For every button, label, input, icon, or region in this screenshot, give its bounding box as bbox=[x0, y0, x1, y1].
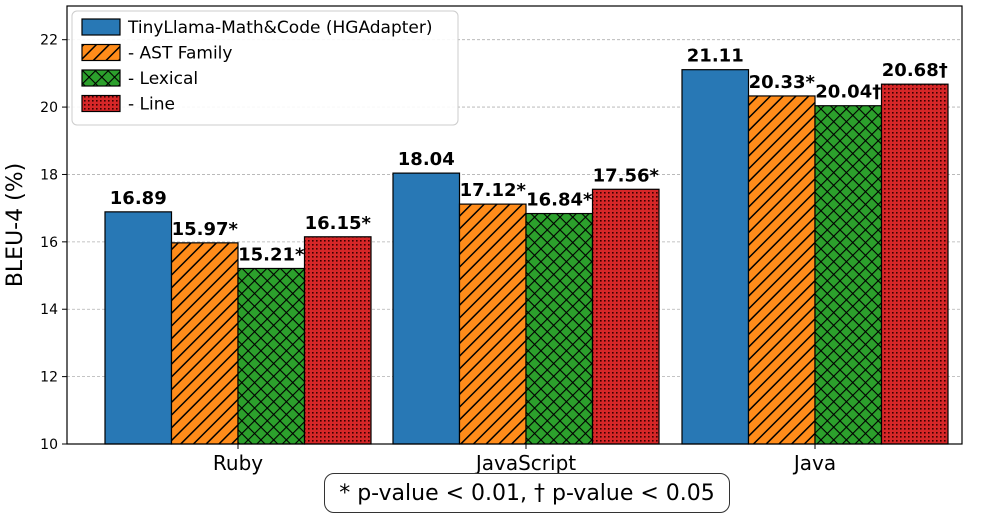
bar-value-label: 15.97* bbox=[172, 219, 239, 240]
x-tick-label: Java bbox=[792, 451, 836, 475]
x-tick-label: JavaScript bbox=[474, 451, 576, 475]
x-axis: Ruby JavaScript Java bbox=[213, 444, 836, 475]
bar-javascript-0 bbox=[392, 172, 461, 445]
bar-value-label: 20.33* bbox=[749, 72, 816, 93]
bar-value-label: 17.56* bbox=[593, 165, 660, 186]
bar-value-label: 15.21* bbox=[238, 244, 305, 265]
legend-swatch bbox=[81, 43, 121, 62]
y-tick-label: 12 bbox=[40, 370, 58, 386]
bar-javascript-3 bbox=[591, 188, 660, 445]
bar-javascript-2 bbox=[525, 212, 594, 445]
bar-value-label: 21.11 bbox=[687, 46, 744, 67]
legend-swatch bbox=[81, 18, 121, 36]
bars bbox=[104, 69, 949, 445]
bar-value-label: 18.04 bbox=[398, 149, 455, 170]
y-axis-label: BLEU-4 (%) bbox=[3, 163, 28, 287]
bar-value-label: 16.15* bbox=[305, 213, 372, 234]
bar-ruby-3 bbox=[303, 236, 372, 445]
legend-entry-label: - Line bbox=[128, 95, 175, 115]
legend: TinyLlama-Math&Code (HGAdapter) - AST Fam… bbox=[71, 10, 459, 126]
y-tick-label: 22 bbox=[40, 33, 58, 49]
bar-java-2 bbox=[814, 105, 883, 445]
bar-value-label: 16.84* bbox=[526, 190, 593, 211]
y-tick-label: 10 bbox=[40, 437, 58, 453]
bar-java-3 bbox=[880, 83, 949, 445]
bar-java-0 bbox=[681, 69, 750, 445]
legend-swatch bbox=[81, 69, 121, 87]
footnote-text: * p-value < 0.01, † p-value < 0.05 bbox=[339, 480, 715, 506]
legend-entry-label: TinyLlama-Math&Code (HGAdapter) bbox=[127, 18, 433, 38]
bar-value-label: 17.12* bbox=[460, 180, 527, 201]
bar-value-label: 20.68† bbox=[882, 60, 948, 81]
x-tick-label: Ruby bbox=[213, 451, 263, 475]
bar-value-label: 20.04† bbox=[815, 82, 881, 103]
y-axis: 10 12 14 16 18 20 22 bbox=[40, 33, 67, 453]
bar-ruby-2 bbox=[237, 267, 306, 445]
y-tick-label: 16 bbox=[40, 235, 58, 251]
legend-frame bbox=[71, 10, 459, 126]
bar-ruby-0 bbox=[104, 211, 173, 445]
legend-entry-label: - AST Family bbox=[128, 44, 232, 64]
bar-javascript-1 bbox=[458, 203, 527, 445]
bar-value-label: 16.89 bbox=[110, 188, 167, 209]
legend-swatch bbox=[81, 94, 121, 113]
significance-footnote: * p-value < 0.01, † p-value < 0.05 bbox=[324, 473, 730, 513]
plot-frame bbox=[66, 5, 963, 445]
bar-java-1 bbox=[747, 95, 816, 445]
y-tick-label: 18 bbox=[40, 167, 58, 183]
bar-ruby-1 bbox=[170, 242, 239, 445]
legend-entry-label: - Lexical bbox=[128, 69, 198, 89]
y-tick-label: 20 bbox=[40, 100, 58, 116]
y-tick-label: 14 bbox=[40, 302, 58, 318]
